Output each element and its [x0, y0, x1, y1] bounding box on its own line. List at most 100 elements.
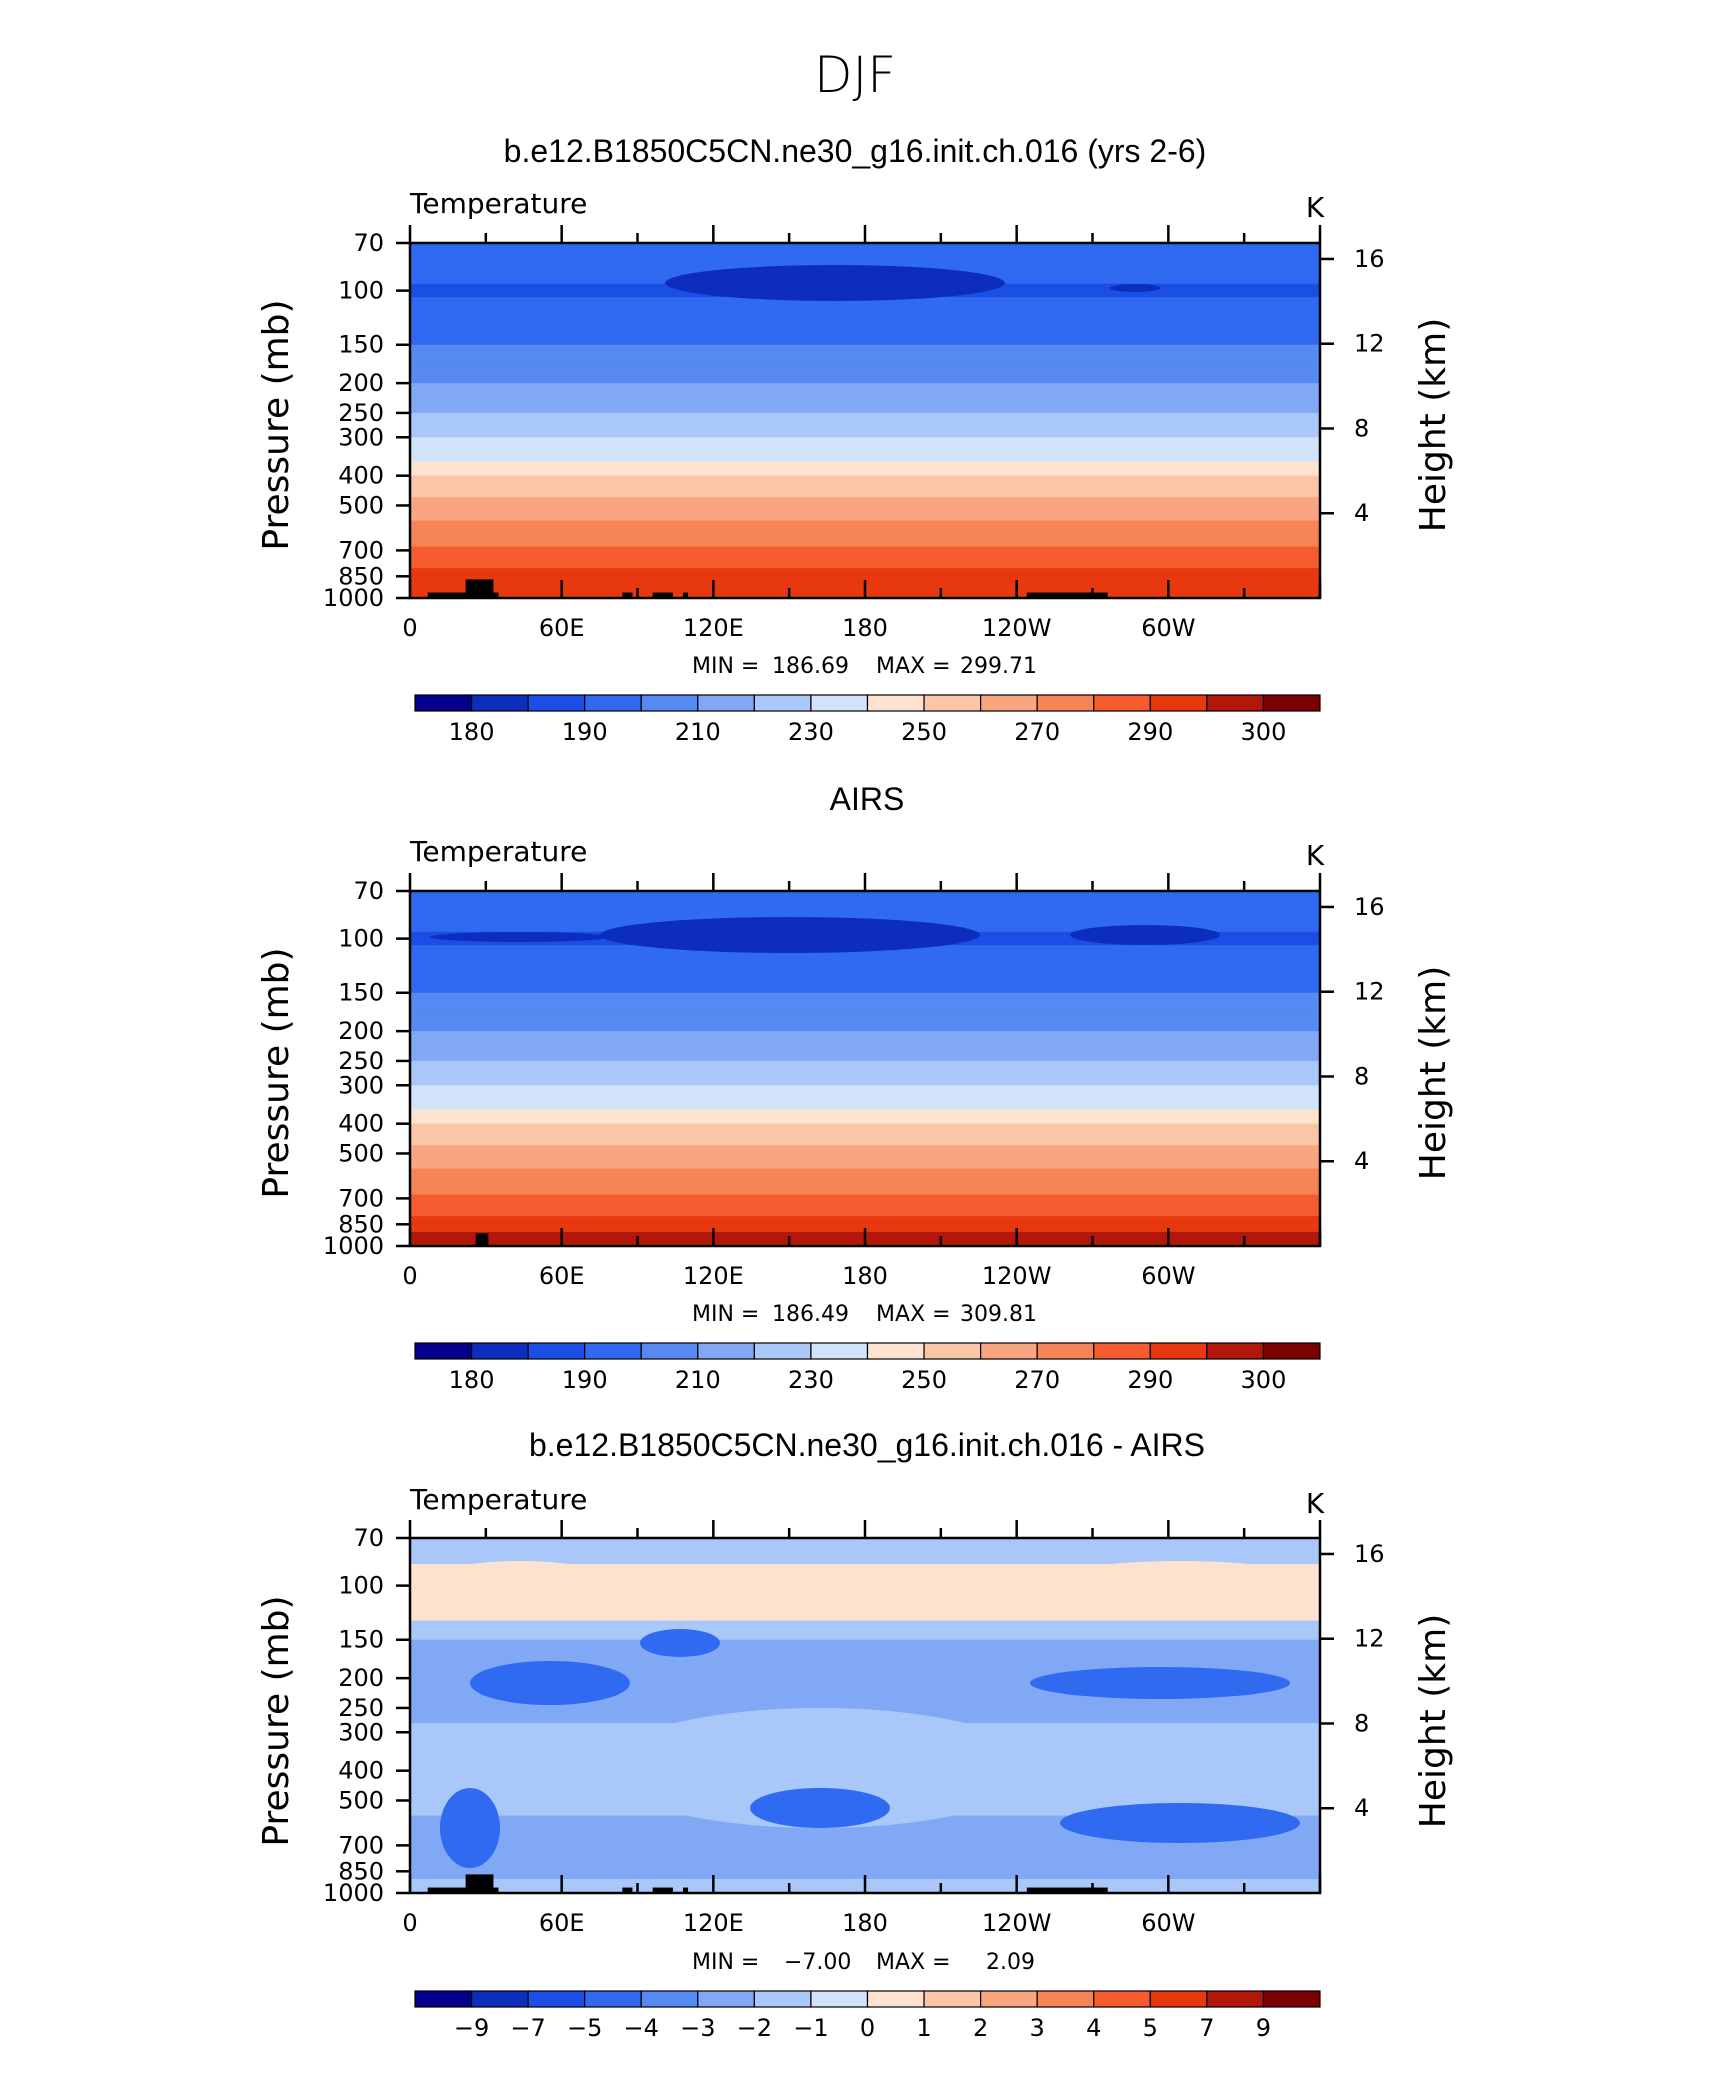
colorbar-label: −3	[680, 2014, 715, 2042]
colorbar-label: 300	[1241, 1366, 1287, 1394]
contour-band	[410, 449, 1320, 463]
contour-feature	[1060, 1803, 1300, 1843]
contour-band	[410, 1123, 1320, 1146]
y-tick-label: 300	[338, 1718, 384, 1746]
max-label: MAX =	[876, 654, 951, 679]
contour-band	[410, 1168, 1320, 1196]
colorbar-box	[697, 694, 755, 712]
x-tick-label: 120W	[982, 614, 1052, 642]
contour-feature	[750, 1788, 890, 1828]
colorbar-box	[923, 1990, 982, 2008]
colorbar-box	[584, 1342, 642, 1360]
panel-title: b.e12.B1850C5CN.ne30_g16.init.ch.016 (yr…	[504, 133, 1207, 169]
y2-axis-label: Height (km)	[1413, 1614, 1454, 1828]
colorbar-label: 190	[562, 718, 608, 746]
colorbar-label: −5	[567, 2014, 602, 2042]
contour-band	[410, 428, 1320, 438]
contour-band	[410, 1049, 1320, 1062]
colorbar: −9 −7 −5 −4 −3 −2 −1 0 1 2 3 4 5 7 9	[414, 1990, 1321, 2042]
contour-band	[410, 297, 1320, 337]
land-mask	[683, 592, 689, 598]
x-tick-label: 60W	[1141, 614, 1195, 642]
y2-tick-label: 16	[1354, 245, 1385, 273]
colorbar-label: 250	[901, 1366, 947, 1394]
colorbar-box	[1206, 694, 1265, 712]
colorbar-label: 270	[1014, 718, 1060, 746]
right-string: K	[1306, 191, 1325, 224]
y-tick-label: 70	[353, 229, 384, 257]
contour-band	[410, 344, 1320, 366]
colorbar-box	[640, 694, 699, 712]
contour-band	[410, 945, 1320, 985]
contour-feature	[425, 1561, 615, 1605]
x-tick-label: 60W	[1141, 1909, 1195, 1937]
colorbar-box	[810, 1342, 869, 1360]
contour-band	[410, 461, 1320, 477]
land-mask	[1026, 1887, 1108, 1893]
x-tick-label: 0	[402, 1909, 417, 1937]
contour-feature	[1070, 925, 1220, 945]
x-tick-label: 0	[402, 1262, 417, 1290]
contour-band	[410, 365, 1320, 384]
contour-band	[410, 1013, 1320, 1032]
contour-band	[410, 401, 1320, 414]
colorbar-box	[1262, 1990, 1321, 2008]
colorbar-label: 180	[449, 1366, 495, 1394]
x-tick-label: 60E	[539, 1909, 585, 1937]
y-tick-label: 700	[338, 1184, 384, 1212]
x-tick-label: 60E	[539, 1262, 585, 1290]
y2-tick-label: 8	[1354, 414, 1369, 442]
panel-title: AIRS	[830, 781, 905, 817]
max-value: 299.71	[960, 654, 1037, 679]
y2-tick-label: 4	[1354, 1794, 1369, 1822]
min-value: 186.49	[772, 1302, 849, 1327]
colorbar-box	[866, 1342, 925, 1360]
contour-band	[410, 437, 1320, 451]
colorbar-box	[470, 1342, 529, 1360]
colorbar-box	[980, 1342, 1038, 1360]
colorbar-label: 290	[1127, 718, 1173, 746]
contour-band	[410, 1031, 1320, 1051]
contour-feature	[640, 1629, 720, 1657]
land-mask	[683, 1887, 689, 1893]
contour-band	[410, 992, 1320, 1014]
min-label: MIN =	[692, 1302, 759, 1327]
y-axis-label: Pressure (mb)	[256, 947, 297, 1198]
y-tick-label: 100	[338, 277, 384, 305]
max-value: 309.81	[960, 1302, 1037, 1327]
colorbar-box	[527, 694, 586, 712]
contour-band	[410, 475, 1320, 498]
colorbar-label: 210	[675, 718, 721, 746]
colorbar-label: 1	[916, 2014, 931, 2042]
x-tick-label: 60E	[539, 614, 585, 642]
y-tick-label: 70	[353, 1524, 384, 1552]
min-label: MIN =	[692, 1950, 759, 1975]
colorbar-label: 230	[788, 1366, 834, 1394]
contour-band	[410, 1060, 1320, 1077]
panel-3: b.e12.B1850C5CN.ne30_g16.init.ch.016 - A…	[256, 1427, 1454, 2042]
colorbar-box	[1149, 694, 1208, 712]
colorbar-box	[1262, 1342, 1321, 1360]
contour-band	[410, 1194, 1320, 1217]
y-tick-label: 200	[338, 369, 384, 397]
contour-band	[410, 983, 1320, 994]
colorbar-box	[1093, 694, 1151, 712]
y2-axis-label: Height (km)	[1413, 966, 1454, 1180]
x-tick-label: 120W	[982, 1909, 1052, 1937]
land-mask	[652, 1887, 673, 1893]
land-mask	[465, 579, 494, 598]
colorbar-box	[527, 1990, 586, 2008]
contour-band	[410, 520, 1320, 548]
contour-feature	[430, 932, 610, 942]
y-tick-label: 150	[338, 1626, 384, 1654]
contour-feature	[470, 1661, 630, 1705]
land-mask	[465, 1874, 494, 1893]
colorbar-box	[1093, 1990, 1151, 2008]
contour-band	[410, 1620, 1320, 1641]
y2-tick-label: 16	[1354, 893, 1385, 921]
contour-feature	[1030, 1667, 1290, 1699]
y2-tick-label: 12	[1354, 330, 1385, 358]
colorbar-label: 3	[1030, 2014, 1045, 2042]
x-tick-label: 180	[842, 1909, 888, 1937]
y-tick-label: 500	[338, 1786, 384, 1814]
